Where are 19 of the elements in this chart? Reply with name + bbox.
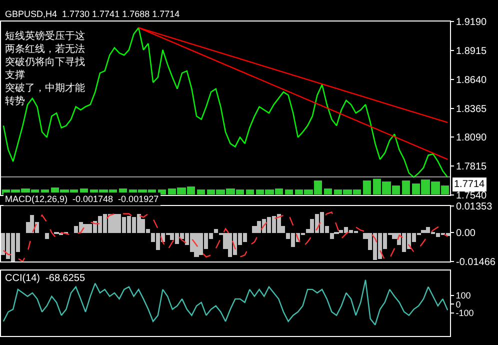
- y-tick-label: 100: [456, 290, 471, 301]
- annotation: 突破了，中期才能转势: [5, 82, 85, 107]
- y-tick-label: -100: [456, 308, 474, 318]
- ref-line-label: 1.7714: [454, 179, 486, 190]
- y-tick-label: 1.8915: [456, 46, 488, 57]
- annotation: 短线英镑受压于这两条红线，若无法突破仍将向下寻找支撑: [5, 30, 85, 81]
- y-tick-label: 1.8640: [456, 74, 488, 86]
- y-tick-label: 1.7540: [456, 190, 488, 202]
- y-tick-label: -0.01466: [456, 257, 496, 268]
- chart-title: MACD(12,26,9) -0.001748 -0.001927: [5, 194, 159, 204]
- y-tick-label: 1.8090: [456, 132, 488, 144]
- y-tick-label: 0: [456, 299, 461, 310]
- chart-title: GBPUSD,H4 1.7730 1.7741 1.7688 1.7714: [5, 9, 180, 19]
- y-tick-label: 0.01353: [456, 201, 493, 212]
- y-tick-label: 1.9190: [456, 16, 488, 28]
- chart-title: CCI(14) -68.6255: [5, 273, 86, 284]
- y-tick-label: 1.8365: [456, 104, 488, 115]
- y-tick-label: 0.00: [456, 228, 476, 240]
- y-tick-label: 1.7815: [456, 162, 488, 173]
